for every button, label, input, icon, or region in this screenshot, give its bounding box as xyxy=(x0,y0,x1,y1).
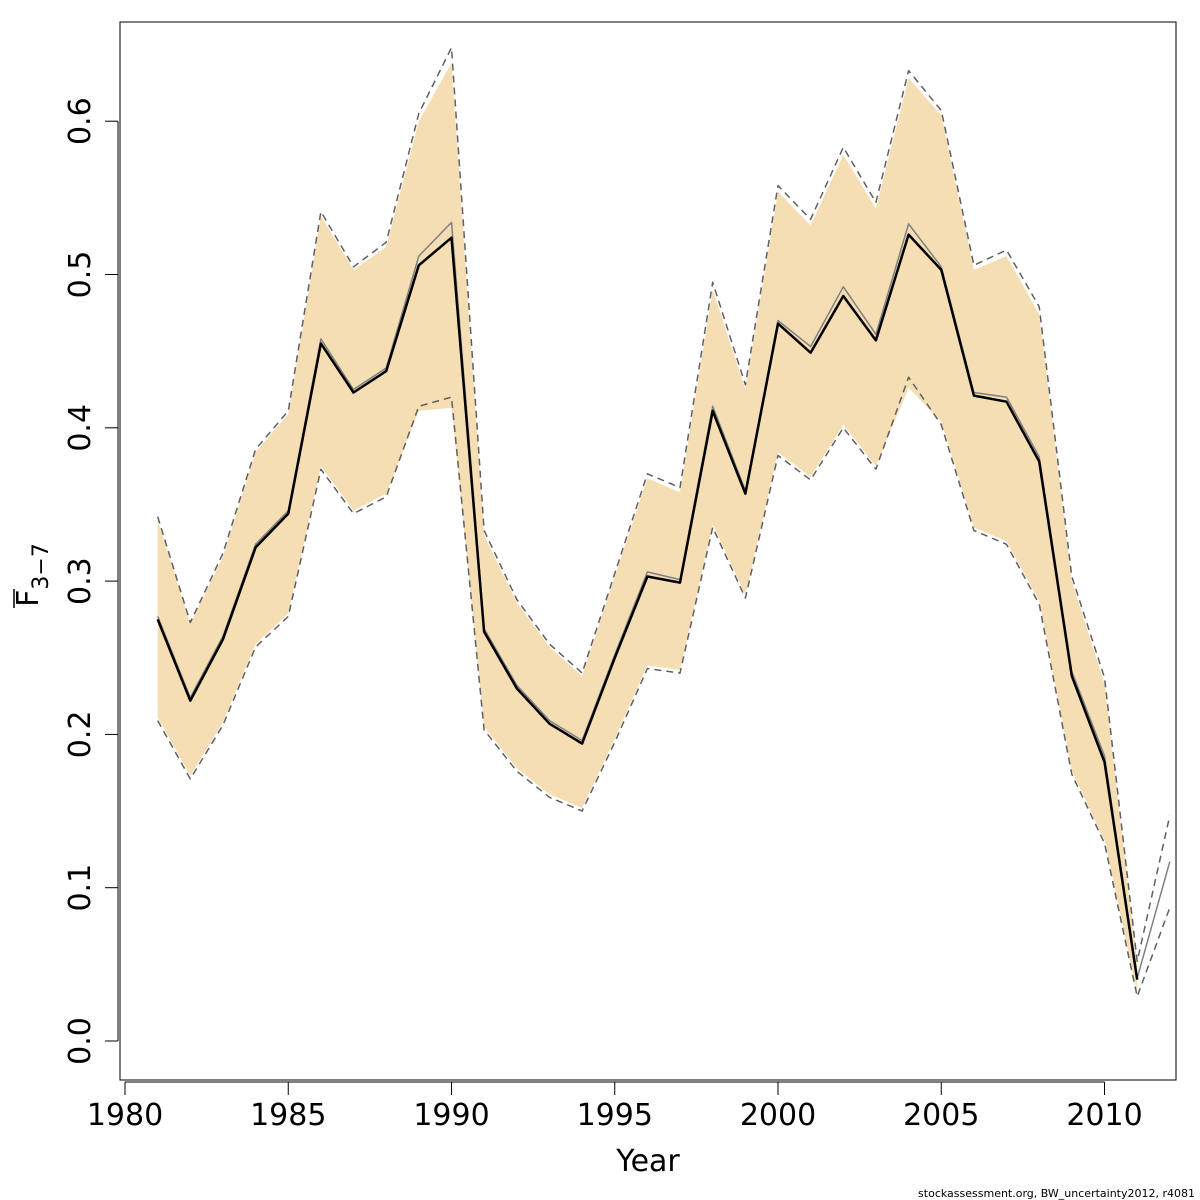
y-tick-label: 0.1 xyxy=(63,864,98,912)
y-tick-label: 0.6 xyxy=(63,97,98,145)
y-axis: 0.0 0.1 0.2 0.3 0.4 0.5 0.6 xyxy=(63,97,119,1065)
y-axis-title: F3−7 xyxy=(11,543,54,608)
confidence-band-area xyxy=(157,62,1138,994)
y-tick-label: 0.2 xyxy=(63,711,98,759)
series-lines xyxy=(156,46,1171,998)
x-axis: 1980 1985 1990 1995 2000 2005 2010 xyxy=(87,1081,1143,1133)
footer-credit: stockassessment.org, BW_uncertainty2012,… xyxy=(918,1187,1195,1200)
y-axis-title-text: F3−7 xyxy=(11,543,54,607)
y-axis-title-base: F xyxy=(11,590,46,607)
y-tick-label: 0.3 xyxy=(63,557,98,605)
x-tick-label: 2010 xyxy=(1066,1098,1142,1133)
x-tick-label: 1990 xyxy=(413,1098,489,1133)
x-tick-label: 1980 xyxy=(87,1098,163,1133)
x-tick-label: 2000 xyxy=(740,1098,816,1133)
y-tick-label: 0.0 xyxy=(63,1017,98,1065)
series-line-0 xyxy=(156,233,1139,980)
series-line-1 xyxy=(157,221,1171,979)
plot-frame xyxy=(119,21,1177,1081)
x-axis-title: Year xyxy=(615,1144,680,1179)
y-tick-label: 0.4 xyxy=(63,404,98,452)
series-line-2 xyxy=(156,46,1171,963)
y-tick-label: 0.5 xyxy=(63,251,98,299)
x-tick-label: 2005 xyxy=(903,1098,979,1133)
x-tick-label: 1995 xyxy=(577,1098,653,1133)
confidence-band xyxy=(157,62,1138,994)
x-tick-label: 1985 xyxy=(250,1098,326,1133)
y-axis-title-sub: 3−7 xyxy=(29,543,54,589)
